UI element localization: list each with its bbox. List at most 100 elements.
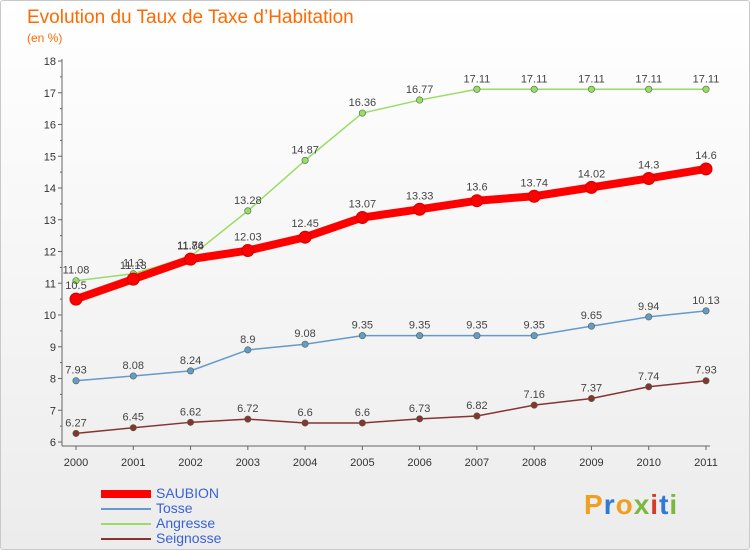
- chart-subtitle: (en %): [27, 31, 63, 45]
- data-point: [645, 85, 653, 93]
- data-point: [413, 202, 427, 216]
- y-tick-label: 18: [44, 56, 56, 68]
- data-point: [72, 429, 80, 437]
- data-point: [358, 419, 366, 427]
- x-tick-label: 2010: [636, 457, 660, 469]
- data-point: [530, 401, 538, 409]
- data-point: [645, 313, 653, 321]
- data-label: 12.03: [234, 232, 262, 244]
- data-label: 6.6: [355, 407, 370, 419]
- data-point: [473, 332, 481, 340]
- data-label: 12.45: [291, 218, 319, 230]
- data-label: 7.93: [65, 365, 86, 377]
- data-label: 11.08: [63, 265, 90, 277]
- legend-swatch: [101, 537, 151, 540]
- data-point: [129, 424, 137, 432]
- x-tick-label: 2002: [178, 457, 202, 469]
- data-point: [645, 383, 653, 391]
- data-label: 13.6: [466, 182, 487, 194]
- data-label: 6.73: [409, 403, 430, 415]
- data-label: 14.02: [578, 168, 606, 180]
- data-point: [72, 377, 80, 385]
- data-label: 10.5: [65, 280, 86, 292]
- y-tick-label: 7: [50, 405, 56, 417]
- data-point: [702, 377, 710, 385]
- data-label: 17.11: [635, 73, 662, 85]
- y-tick-label: 6: [50, 437, 56, 449]
- series-line-saubion: [74, 165, 707, 303]
- data-label: 6.45: [123, 412, 144, 424]
- data-point: [587, 85, 595, 93]
- data-label: 9.35: [466, 320, 487, 332]
- data-point: [355, 211, 369, 225]
- y-tick-label: 16: [44, 120, 56, 132]
- x-tick-label: 2003: [236, 457, 260, 469]
- y-tick-label: 11: [45, 278, 56, 290]
- legend-item-tosse: Tosse: [101, 501, 221, 516]
- x-tick-label: 2007: [465, 457, 489, 469]
- data-point: [527, 189, 541, 203]
- data-point: [244, 207, 252, 215]
- legend-label: Seignosse: [156, 530, 222, 546]
- data-label: 10.13: [692, 295, 720, 307]
- series-line-seignosse: [75, 379, 707, 435]
- y-tick-label: 17: [44, 88, 56, 100]
- x-tick-label: 2011: [694, 457, 718, 469]
- data-label: 9.35: [409, 320, 430, 332]
- data-label: 7.74: [638, 371, 659, 383]
- data-point: [244, 346, 252, 354]
- data-point: [702, 307, 710, 315]
- data-label: 6.27: [65, 417, 86, 429]
- data-point: [587, 395, 595, 403]
- data-point: [530, 332, 538, 340]
- data-label: 13.74: [520, 177, 548, 189]
- data-point: [473, 412, 481, 420]
- data-point: [470, 194, 484, 208]
- x-tick-label: 2009: [579, 457, 603, 469]
- legend-item-angresse: Angresse: [101, 516, 221, 531]
- y-tick-label: 14: [44, 183, 56, 195]
- data-label: 9.08: [294, 328, 315, 340]
- legend-item-seignosse: Seignosse: [101, 531, 221, 546]
- y-tick-label: 15: [44, 151, 56, 163]
- data-point: [187, 418, 195, 426]
- data-label: 13.07: [349, 199, 377, 211]
- y-tick-label: 10: [44, 310, 56, 322]
- data-point: [702, 85, 710, 93]
- data-label: 11.76: [177, 240, 204, 252]
- data-label: 6.72: [237, 403, 258, 415]
- legend-label: Tosse: [156, 500, 193, 516]
- proxiti-logo: Proxiti: [584, 489, 679, 520]
- data-label: 8.08: [123, 360, 144, 372]
- data-label: 7.93: [695, 365, 716, 377]
- data-label: 11.3: [123, 258, 144, 270]
- data-label: 17.11: [521, 73, 548, 85]
- data-label: 11.84: [177, 241, 204, 253]
- x-tick-label: 2008: [522, 457, 546, 469]
- data-label: 14.6: [695, 150, 716, 162]
- data-label: 16.36: [349, 97, 377, 109]
- data-label: 11.13: [120, 260, 147, 272]
- data-point: [301, 419, 309, 427]
- data-point: [298, 230, 312, 244]
- data-point: [69, 292, 83, 306]
- data-label: 6.6: [297, 407, 312, 419]
- y-tick-label: 8: [50, 374, 56, 386]
- data-label: 8.24: [180, 355, 201, 367]
- legend-label: Angresse: [156, 515, 216, 531]
- data-point: [244, 415, 252, 423]
- data-point: [184, 252, 198, 266]
- data-point: [301, 156, 309, 164]
- data-label: 17.11: [578, 73, 605, 85]
- data-label: 9.65: [581, 310, 602, 322]
- data-point: [416, 415, 424, 423]
- data-point: [126, 272, 140, 286]
- y-tick-label: 13: [44, 215, 56, 227]
- data-point: [301, 340, 309, 348]
- legend: SAUBION Tosse Angresse Seignosse: [101, 486, 221, 546]
- x-tick-label: 2004: [293, 457, 317, 469]
- legend-swatch: [101, 489, 151, 498]
- data-point: [473, 85, 481, 93]
- data-point: [416, 96, 424, 104]
- data-label: 17.11: [693, 73, 720, 85]
